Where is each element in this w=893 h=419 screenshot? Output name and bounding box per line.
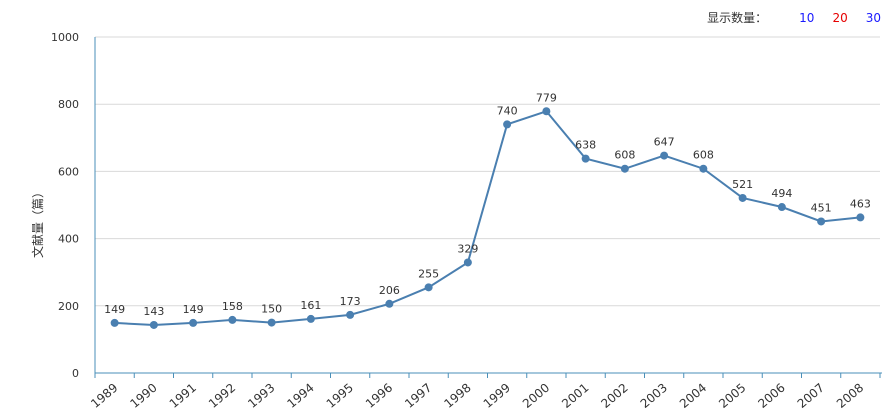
data-label: 521: [732, 178, 753, 191]
data-point[interactable]: [228, 315, 237, 324]
data-point[interactable]: [817, 217, 826, 226]
display-count-option-20[interactable]: 20: [832, 10, 848, 25]
data-point[interactable]: [463, 258, 472, 267]
x-tick-label: 2008: [834, 381, 866, 411]
x-tick-label: 1996: [363, 381, 395, 411]
data-point[interactable]: [542, 107, 551, 116]
x-tick-label: 1989: [88, 381, 120, 411]
x-tick-label: 2003: [638, 381, 670, 411]
y-tick-label: 0: [72, 367, 79, 380]
data-point[interactable]: [738, 193, 747, 202]
data-label: 161: [300, 299, 321, 312]
data-label: 149: [104, 303, 125, 316]
data-label: 158: [222, 300, 243, 313]
y-tick-label: 200: [58, 300, 79, 313]
data-point[interactable]: [503, 120, 512, 129]
y-tick-label: 1000: [51, 31, 79, 44]
data-point[interactable]: [385, 299, 394, 308]
x-tick-label: 1995: [324, 381, 356, 411]
data-label: 740: [497, 104, 518, 117]
axes: [94, 37, 882, 378]
x-tick-label: 1993: [245, 381, 277, 411]
x-tick-label: 2004: [677, 381, 709, 411]
y-tick-label: 400: [58, 233, 79, 246]
x-tick-label: 1992: [206, 381, 238, 411]
x-tick-label: 1999: [481, 381, 513, 411]
display-count-option-30[interactable]: 30: [865, 10, 881, 25]
data-label: 143: [143, 305, 164, 318]
data-label: 451: [811, 201, 832, 214]
data-label: 779: [536, 91, 557, 104]
x-tick-label: 2005: [716, 381, 748, 411]
data-label: 638: [575, 139, 596, 152]
data-point[interactable]: [777, 203, 786, 212]
grid-lines: [95, 36, 880, 307]
data-label: 608: [614, 149, 635, 162]
data-label: 608: [693, 149, 714, 162]
data-point[interactable]: [581, 154, 590, 163]
display-count-label: 显示数量：: [707, 11, 768, 25]
x-tick-label: 2002: [598, 381, 630, 411]
x-tick-labels: 1989 1990 1991 1992 1993 1994 1995 1996 1997 1998…: [88, 381, 866, 411]
x-tick-label: 2001: [559, 381, 591, 411]
x-tick-label: 2007: [795, 381, 827, 411]
x-tick-label: 2006: [755, 381, 787, 411]
data-label: 206: [379, 284, 400, 297]
y-tick-labels: 0 200 400 600 800 1000: [51, 31, 79, 380]
data-label: 494: [771, 187, 792, 200]
data-label: 647: [654, 136, 675, 149]
data-label: 463: [850, 197, 871, 210]
data-point[interactable]: [699, 164, 708, 173]
series-line: [114, 110, 861, 326]
x-tick-label: 1990: [127, 381, 159, 411]
data-label: 329: [457, 242, 478, 255]
data-labels: 149 143 149 158 150 161 173 206 255 329 740 779 638 6…: [104, 91, 871, 318]
data-label: 149: [183, 303, 204, 316]
data-point[interactable]: [660, 151, 669, 160]
y-tick-label: 600: [58, 165, 79, 178]
y-axis-label: 文献量（篇）: [30, 186, 45, 258]
x-tick-label: 1998: [441, 381, 473, 411]
data-point[interactable]: [424, 283, 433, 292]
data-point[interactable]: [620, 164, 629, 173]
y-tick-label: 800: [58, 98, 79, 111]
data-label: 173: [340, 295, 361, 308]
data-point[interactable]: [110, 318, 119, 327]
x-tick-label: 1994: [284, 381, 316, 411]
x-tick-label: 1991: [167, 381, 199, 411]
data-point[interactable]: [189, 318, 198, 327]
data-point[interactable]: [149, 320, 158, 329]
data-point[interactable]: [306, 314, 315, 323]
data-label: 150: [261, 303, 282, 316]
data-points: [110, 107, 865, 329]
display-count-control: 显示数量： 10 20 30: [707, 9, 881, 26]
x-tick-label: 2000: [520, 381, 552, 411]
data-point[interactable]: [346, 310, 355, 319]
x-tick-label: 1997: [402, 381, 434, 411]
data-label: 255: [418, 267, 439, 280]
data-point[interactable]: [856, 213, 865, 222]
display-count-option-10[interactable]: 10: [799, 10, 815, 25]
data-point[interactable]: [267, 318, 276, 327]
